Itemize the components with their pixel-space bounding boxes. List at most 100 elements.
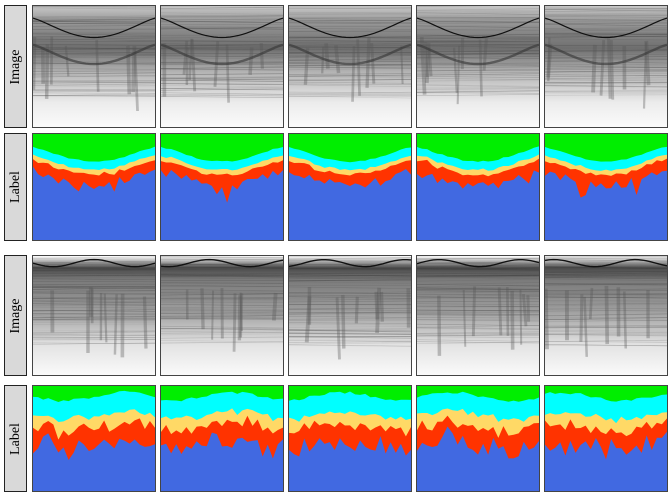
texture-line: [289, 316, 411, 318]
texture-line: [33, 267, 155, 270]
texture-line: [289, 317, 411, 320]
layer-blue: [289, 169, 411, 240]
texture-line: [161, 266, 283, 269]
texture-line: [545, 257, 667, 260]
texture-line: [161, 16, 283, 19]
texture-line: [33, 318, 155, 320]
texture-line: [161, 28, 283, 30]
texture-line: [545, 263, 667, 265]
texture-line: [161, 272, 283, 275]
streak: [510, 290, 515, 350]
texture-line: [545, 261, 667, 264]
texture-line: [161, 282, 283, 284]
layer-blue: [289, 436, 411, 491]
texture-line: [417, 311, 539, 314]
layer-blue: [161, 170, 283, 240]
streak: [375, 287, 382, 334]
texture-line: [545, 324, 667, 327]
texture-line: [545, 256, 667, 258]
texture-line: [289, 336, 411, 339]
streak: [341, 294, 346, 349]
texture-line: [161, 328, 283, 330]
texture-line: [33, 35, 155, 38]
texture-line: [33, 80, 155, 83]
texture-line: [417, 309, 539, 312]
texture-line: [289, 309, 411, 311]
texture-line: [289, 304, 411, 306]
texture-line: [545, 274, 667, 276]
texture-line: [417, 295, 539, 297]
texture-line: [417, 261, 539, 264]
texture-line: [33, 44, 155, 47]
texture-line: [161, 34, 283, 37]
radargram-panel-2-3: [288, 255, 412, 376]
texture-line: [417, 36, 539, 38]
radargram-image: [545, 6, 667, 127]
texture-line: [33, 44, 155, 46]
texture-line: [33, 287, 155, 290]
texture-line: [545, 291, 667, 294]
texture-line: [161, 327, 283, 330]
texture-line: [33, 287, 155, 289]
texture-line: [161, 12, 283, 15]
segmentation-label: [33, 134, 155, 240]
texture-line: [161, 88, 283, 91]
texture-line: [161, 317, 283, 319]
surface-line: [33, 17, 155, 39]
texture-line: [33, 72, 155, 75]
texture-line: [417, 287, 539, 289]
streak: [427, 46, 433, 77]
texture-line: [545, 69, 667, 73]
texture-line: [289, 292, 411, 295]
texture-line: [161, 301, 283, 303]
texture-line: [289, 279, 411, 282]
texture-line: [33, 75, 155, 78]
texture-line: [161, 303, 283, 307]
texture-line: [161, 273, 283, 275]
texture-line: [161, 277, 283, 280]
texture-line: [417, 266, 539, 270]
texture-line: [417, 274, 539, 277]
texture-line: [417, 325, 539, 328]
streak: [604, 285, 610, 345]
label-panel-1-2: [160, 133, 284, 241]
texture-line: [289, 332, 411, 334]
texture-line: [289, 323, 411, 326]
texture-line: [545, 49, 667, 52]
row-label-text: Image: [7, 49, 23, 84]
streak: [583, 296, 588, 357]
texture-line: [161, 284, 283, 288]
texture-line: [289, 329, 411, 333]
radargram-panel-2-2: [160, 255, 284, 376]
texture-line: [33, 271, 155, 274]
texture-line: [289, 329, 411, 332]
texture-line: [161, 88, 283, 91]
surface-line: [545, 258, 667, 268]
streak: [452, 47, 458, 93]
texture-line: [33, 90, 155, 93]
texture-line: [289, 54, 411, 56]
texture-line: [289, 326, 411, 328]
texture-line: [417, 275, 539, 278]
texture-line: [33, 310, 155, 312]
row-label-label-top: Label: [4, 133, 27, 241]
texture-line: [545, 66, 667, 69]
texture-line: [33, 287, 155, 289]
streak: [478, 39, 483, 97]
texture-line: [289, 278, 411, 282]
texture-line: [545, 65, 667, 68]
texture-line: [417, 12, 539, 15]
texture-line: [33, 303, 155, 306]
radar-background: [289, 256, 411, 375]
texture-line: [289, 61, 411, 63]
texture-line: [545, 289, 667, 291]
texture-line: [545, 29, 667, 32]
texture-line: [545, 319, 667, 321]
texture-line: [33, 300, 155, 304]
segmentation-label: [161, 134, 283, 240]
texture-line: [161, 68, 283, 71]
texture-line: [161, 327, 283, 331]
texture-line: [417, 287, 539, 291]
streak: [607, 38, 612, 99]
texture-line: [289, 83, 411, 85]
